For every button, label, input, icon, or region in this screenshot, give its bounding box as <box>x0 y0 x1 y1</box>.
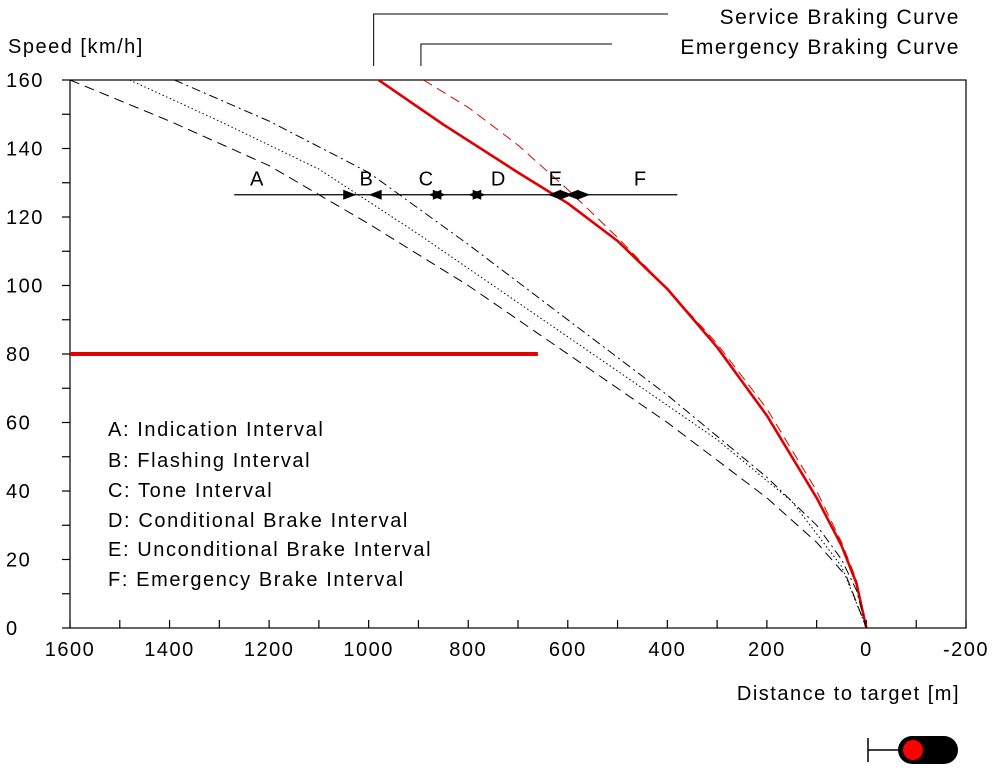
tone-curve <box>174 79 867 629</box>
y-tick-label: 120 <box>6 207 44 229</box>
x-tick-label: 400 <box>648 639 686 661</box>
interval-letter-e: E <box>549 169 562 191</box>
interval-letter-a: A <box>250 169 264 191</box>
x-tick-label: 1200 <box>244 639 295 661</box>
x-tick-label: 1000 <box>343 639 394 661</box>
emergency-braking-curve <box>423 79 867 629</box>
interval-letter-f: F <box>634 169 646 191</box>
interval-arrow-marker <box>343 189 357 200</box>
y-tick-label: 40 <box>6 481 31 503</box>
interval-arrow-marker <box>577 189 591 200</box>
y-tick-label: 60 <box>6 413 31 435</box>
interval-arrow-marker <box>547 189 561 200</box>
interval-bar: A B C D E F <box>234 169 678 200</box>
x-tick-label: 600 <box>549 639 587 661</box>
indication-curve <box>129 79 867 629</box>
y-tick-label: 100 <box>6 276 44 298</box>
interval-letter-c: C <box>419 169 433 191</box>
x-axis-title: Distance to target [m] <box>737 683 960 705</box>
curve-leaders <box>373 13 668 66</box>
interval-arrow-marker <box>559 189 573 200</box>
service-braking-curve <box>377 78 868 629</box>
y-tick-label: 80 <box>6 344 31 366</box>
interval-letter-d: D <box>491 169 505 191</box>
x-tick-label: 800 <box>449 639 487 661</box>
y-tick-label: 0 <box>6 618 19 640</box>
emergency-curve-leader <box>420 43 612 66</box>
y-tick-label: 140 <box>6 139 44 161</box>
x-tick-label: 0 <box>860 639 873 661</box>
note-b: B: Flashing Interval <box>108 450 311 472</box>
note-d: D: Conditional Brake Interval <box>108 510 409 532</box>
y-tick-label: 20 <box>6 550 31 572</box>
emergency-curve-label: Emergency Braking Curve <box>680 36 960 59</box>
axis-ticks: 1600 1400 1200 1000 800 600 400 200 0 -200 0 20 40 60… <box>6 70 989 661</box>
interval-arrow-marker <box>368 189 382 200</box>
x-tick-label: 1400 <box>144 639 195 661</box>
service-curve-leader <box>373 13 668 66</box>
signal-icon <box>867 736 958 764</box>
note-a: A: Indication Interval <box>108 419 324 441</box>
note-e: E: Unconditional Brake Interval <box>108 539 432 561</box>
x-tick-label: 1600 <box>45 639 96 661</box>
series-lines <box>69 78 868 629</box>
y-tick-label: 160 <box>6 70 44 92</box>
warning-curve <box>69 79 867 629</box>
note-c: C: Tone Interval <box>108 480 273 502</box>
y-axis-title: Speed [km/h] <box>8 36 144 58</box>
interval-letter-b: B <box>360 169 373 191</box>
note-f: F: Emergency Brake Interval <box>108 569 405 591</box>
x-tick-label: -200 <box>943 639 989 661</box>
x-tick-label: 200 <box>748 639 786 661</box>
service-curve-label: Service Braking Curve <box>720 6 960 29</box>
interval-arrow-marker <box>432 189 446 200</box>
interval-arrow-marker <box>472 189 486 200</box>
interval-notes: A: Indication Interval B: Flashing Inter… <box>108 419 432 591</box>
signal-lamp-red <box>903 740 923 760</box>
